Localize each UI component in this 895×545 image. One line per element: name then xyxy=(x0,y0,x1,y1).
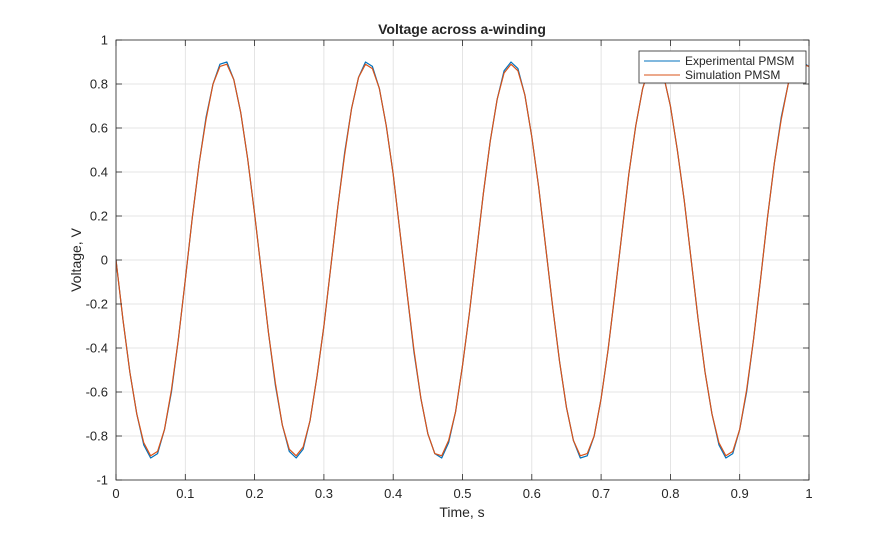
y-axis-label: Voltage, V xyxy=(68,227,84,291)
x-tick-label: 0.9 xyxy=(731,486,749,501)
axis-ticks xyxy=(115,39,810,481)
y-tick-label: 0.4 xyxy=(90,165,108,180)
legend-label-experimental: Experimental PMSM xyxy=(685,54,794,68)
y-tick-label: -1 xyxy=(96,473,108,488)
y-tick-label: -0.8 xyxy=(86,429,108,444)
x-tick-label: 0.7 xyxy=(592,486,610,501)
y-tick-label: 1 xyxy=(101,33,108,48)
x-tick-label: 0.4 xyxy=(384,486,402,501)
x-tick-label: 0.6 xyxy=(523,486,541,501)
y-tick-label: 0 xyxy=(101,253,108,268)
legend-box xyxy=(638,50,807,84)
series-line-simulation-pmsm xyxy=(116,63,809,457)
y-tick-label: -0.4 xyxy=(86,341,108,356)
tick-labels: 0 0.1 0.2 0.3 0.4 0.5 0.6 0.7 0.8 0.9 1 -1 -0.8 -0.6 -… xyxy=(86,33,813,502)
legend: Experimental PMSM Simulation PMSM xyxy=(638,50,807,84)
y-tick-label: -0.6 xyxy=(86,385,108,400)
chart-title: Voltage across a-winding xyxy=(378,21,546,37)
x-tick-label: 1 xyxy=(805,486,812,501)
x-tick-label: 0.1 xyxy=(176,486,194,501)
x-tick-label: 0 xyxy=(112,486,119,501)
x-tick-label: 0.3 xyxy=(315,486,333,501)
x-tick-label: 0.2 xyxy=(246,486,264,501)
x-tick-label: 0.8 xyxy=(661,486,679,501)
x-tick-label: 0.5 xyxy=(453,486,471,501)
y-tick-label: 0.6 xyxy=(90,121,108,136)
legend-label-simulation: Simulation PMSM xyxy=(685,68,780,82)
y-tick-label: 0.2 xyxy=(90,209,108,224)
plot-series xyxy=(116,61,809,459)
y-tick-label: -0.2 xyxy=(86,297,108,312)
x-axis-label: Time, s xyxy=(439,504,484,520)
y-tick-label: 0.8 xyxy=(90,77,108,92)
